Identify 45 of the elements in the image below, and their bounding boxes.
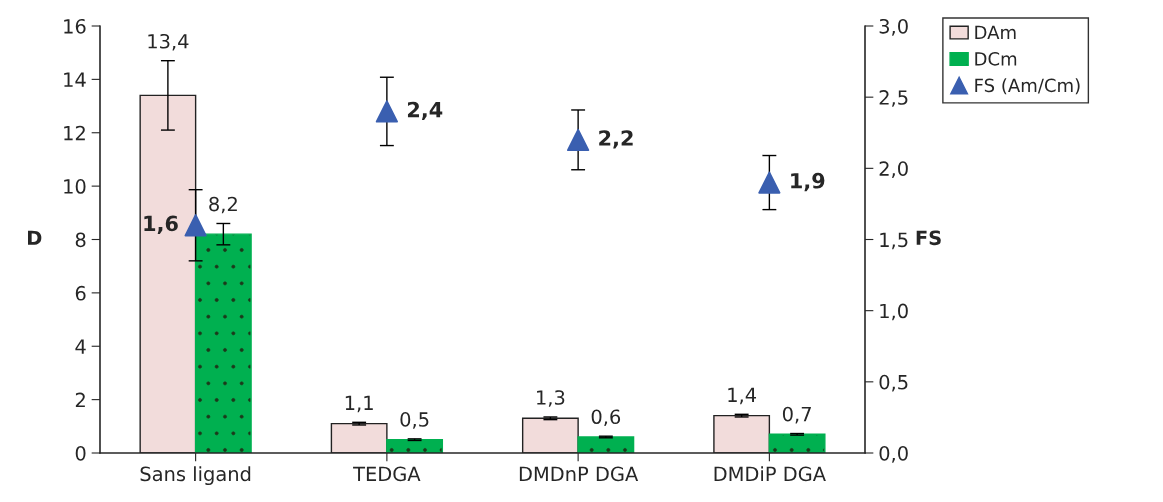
- x-tick-label: DMDiP DGA: [714, 466, 826, 482]
- legend-label: FS (Am/Cm): [975, 78, 1080, 95]
- y-tick-label: 12: [64, 125, 85, 141]
- y2-tick-label: 2,5: [879, 90, 908, 107]
- y2-tick-label: 3,0: [879, 18, 908, 36]
- bar: [577, 436, 635, 453]
- data-label: 1,3: [537, 390, 565, 407]
- y2-tick-label: 0,0: [879, 445, 908, 463]
- y2-tick-label: 2,0: [879, 161, 908, 178]
- data-label: 0,6: [591, 409, 621, 427]
- data-label: 0,5: [400, 412, 429, 429]
- y2-tick-label: 1,5: [880, 232, 908, 250]
- y-tick-label: 2: [75, 392, 85, 408]
- point: [184, 214, 207, 237]
- data-label: 1,6: [144, 215, 178, 234]
- data-label: 1,1: [345, 395, 373, 413]
- data-label: 0,7: [782, 406, 811, 424]
- y-tick-label: 8: [75, 232, 86, 248]
- x-tick-label: Sans ligand: [140, 466, 251, 486]
- y-tick-label: 0: [75, 445, 86, 461]
- data-label: 8,2: [209, 196, 237, 214]
- y-tick-label: 4: [75, 339, 86, 354]
- legend-label: DAm: [975, 25, 1016, 39]
- bar: [386, 438, 444, 453]
- y-axis-title: D: [28, 230, 42, 245]
- point: [375, 100, 399, 123]
- point: [758, 171, 781, 194]
- point: [566, 128, 590, 151]
- y2-axis-title: FS: [916, 230, 941, 246]
- y2-tick-label: 1,0: [880, 303, 908, 321]
- data-label: 1,9: [791, 172, 825, 192]
- bar: [194, 233, 252, 453]
- x-tick-label: TEDGA: [353, 466, 421, 482]
- y-tick-label: 14: [64, 72, 86, 87]
- y2-tick-label: 0,5: [879, 374, 908, 392]
- legend-label: DCm: [975, 51, 1017, 66]
- bar: [768, 433, 826, 453]
- data-label: 2,2: [599, 130, 633, 149]
- data-label: 1,4: [728, 387, 757, 405]
- y-tick-label: 6: [75, 285, 86, 301]
- y-tick-label: 16: [64, 18, 86, 34]
- x-tick-label: DMDnP DGA: [519, 466, 639, 482]
- y-tick-label: 10: [64, 179, 86, 194]
- data-label: 2,4: [407, 101, 443, 121]
- data-label: 13,4: [148, 33, 189, 51]
